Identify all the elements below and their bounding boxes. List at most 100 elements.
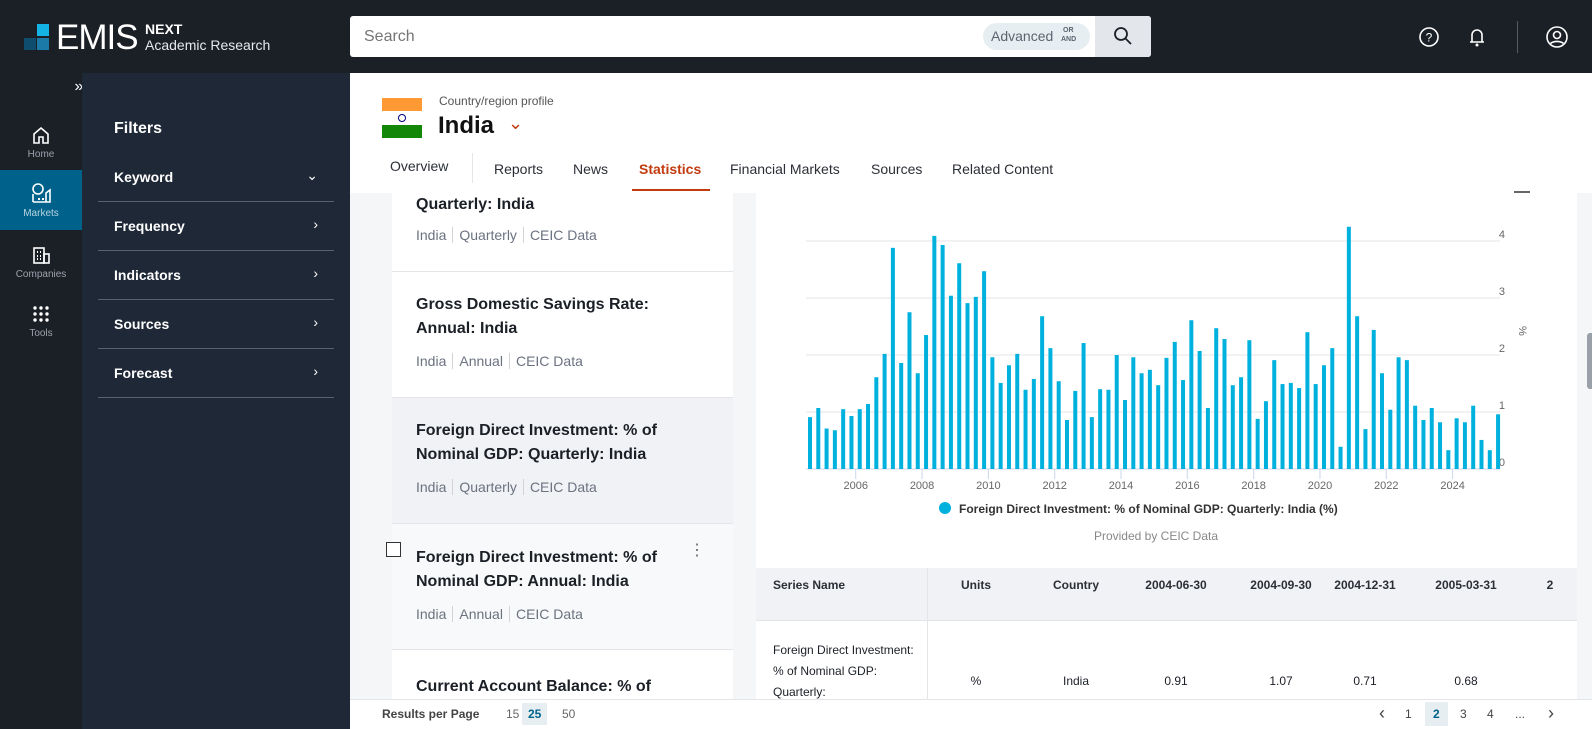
table-header-row (756, 568, 1577, 621)
bar (1371, 329, 1376, 469)
bar (1222, 339, 1227, 469)
series-title[interactable]: Current Account Balance: % of (416, 678, 651, 695)
page-2[interactable]: 2 (1425, 702, 1448, 726)
bar (857, 409, 862, 469)
column-header[interactable]: 2004-09-30 (1250, 578, 1312, 592)
emis-logo[interactable]: EMIS NEXT Academic Research (24, 18, 284, 57)
rail-item-tools[interactable]: Tools (0, 304, 82, 364)
list-item[interactable]: Quarterly: India India Quarterly CEIC Data (392, 193, 733, 272)
column-header[interactable]: Units (961, 578, 991, 592)
tab-statistics[interactable]: Statistics (639, 161, 702, 177)
prev-page-icon[interactable]: ‹ (1379, 703, 1385, 723)
bar (1330, 348, 1335, 469)
tab-news[interactable]: News (573, 161, 609, 177)
column-header[interactable]: Country (1053, 578, 1099, 592)
series-checkbox[interactable] (386, 542, 401, 557)
bar (1114, 355, 1119, 469)
search-button[interactable] (1095, 16, 1151, 57)
bar (849, 415, 854, 469)
svg-text:?: ? (1426, 31, 1433, 45)
tab-related-content[interactable]: Related Content (952, 161, 1054, 177)
bar (832, 430, 837, 469)
list-item[interactable]: Foreign Direct Investment: % of Nominal … (386, 524, 733, 650)
series-title[interactable]: Foreign Direct Investment: % of Nominal … (416, 549, 657, 590)
bar (1438, 422, 1443, 469)
filter-label: Sources (114, 316, 170, 332)
table-cell-value: 0.68 (1454, 674, 1478, 688)
series-title[interactable]: Gross Domestic Savings Rate: Annual: Ind… (416, 296, 649, 337)
column-header[interactable]: Series Name (773, 578, 846, 592)
tab-sources[interactable]: Sources (871, 161, 923, 177)
tab-financial-markets[interactable]: Financial Markets (730, 161, 840, 177)
active-tab-underline (632, 189, 710, 191)
page-size-50[interactable]: 50 (562, 707, 576, 721)
meta-source: CEIC Data (522, 227, 603, 243)
meta-frequency: Annual (452, 353, 509, 369)
column-header[interactable]: 2005-03-31 (1435, 578, 1497, 592)
search-input[interactable] (350, 16, 970, 57)
bar (1429, 408, 1434, 469)
page-4[interactable]: 4 (1487, 707, 1494, 721)
page-scrollbar[interactable] (1587, 333, 1592, 389)
page-1[interactable]: 1 (1405, 707, 1412, 721)
bar (940, 244, 945, 469)
meta-frequency: Quarterly (452, 479, 523, 495)
chart-menu-icon[interactable] (1514, 191, 1530, 193)
bar (1031, 378, 1036, 469)
filter-frequency[interactable]: Frequency › (98, 203, 334, 251)
bar (948, 295, 953, 469)
x-tick-label: 2012 (1042, 480, 1066, 492)
series-title[interactable]: Foreign Direct Investment: % of Nominal … (416, 422, 657, 463)
bar (808, 417, 812, 469)
meta-country: India (416, 606, 447, 622)
column-header[interactable]: 2 (1546, 578, 1554, 592)
product-subtitle: Academic Research (145, 37, 271, 53)
bar (882, 353, 887, 469)
bar (1123, 400, 1128, 469)
bar (890, 247, 895, 469)
bar (1006, 365, 1011, 469)
country-dropdown-chevron-icon[interactable]: ⌄ (508, 113, 524, 133)
filter-keyword[interactable]: Keyword ⌄ (98, 154, 334, 202)
filters-panel: Filters (82, 73, 350, 729)
next-page-icon[interactable]: › (1548, 703, 1554, 723)
bell-icon[interactable] (1466, 26, 1488, 48)
x-tick-label: 2008 (910, 480, 934, 492)
filter-indicators[interactable]: Indicators › (98, 252, 334, 300)
user-icon[interactable] (1545, 25, 1569, 49)
rail-item-home[interactable]: Home (0, 125, 82, 185)
y-tick-label: 4 (1499, 229, 1505, 241)
tab-reports[interactable]: Reports (494, 161, 544, 177)
page-3[interactable]: 3 (1460, 707, 1467, 721)
bar (1214, 328, 1219, 469)
table-cell-value: 0.91 (1164, 674, 1188, 688)
legend[interactable]: Foreign Direct Investment: % of Nominal … (939, 500, 1338, 518)
list-item-selected[interactable]: Foreign Direct Investment: % of Nominal … (392, 398, 733, 524)
help-icon[interactable]: ? (1418, 26, 1440, 48)
results-per-page-label: Results per Page (382, 707, 480, 721)
bar (1496, 414, 1501, 469)
rail-item-markets[interactable]: Markets (0, 170, 82, 230)
table-cell-value: 1.07 (1269, 674, 1293, 688)
column-header[interactable]: 2004-06-30 (1145, 578, 1207, 592)
bar (924, 335, 929, 469)
y-tick-label: 2 (1499, 343, 1505, 355)
rail-item-companies[interactable]: Companies (0, 245, 82, 305)
advanced-search-button[interactable]: Advanced OR AND (983, 23, 1090, 50)
more-options-icon[interactable]: ⋮ (689, 542, 705, 559)
page-size-25[interactable]: 25 (522, 703, 548, 725)
tab-overview[interactable]: Overview (390, 158, 449, 174)
column-header[interactable]: 2004-12-31 (1334, 578, 1396, 592)
table-column-divider (927, 568, 928, 699)
and-label: AND (1061, 36, 1077, 43)
filter-sources[interactable]: Sources › (98, 301, 334, 349)
bar (1487, 450, 1492, 469)
bar (1015, 353, 1020, 469)
table-cell-series-name[interactable]: Foreign Direct Investment: % of Nominal … (773, 643, 914, 699)
page-size-15[interactable]: 15 (506, 707, 520, 721)
bar (1363, 429, 1368, 469)
series-title[interactable]: Quarterly: India (416, 196, 535, 213)
list-item[interactable]: Gross Domestic Savings Rate: Annual: Ind… (392, 272, 733, 398)
filter-forecast[interactable]: Forecast › (98, 350, 334, 398)
bar (1098, 389, 1103, 469)
